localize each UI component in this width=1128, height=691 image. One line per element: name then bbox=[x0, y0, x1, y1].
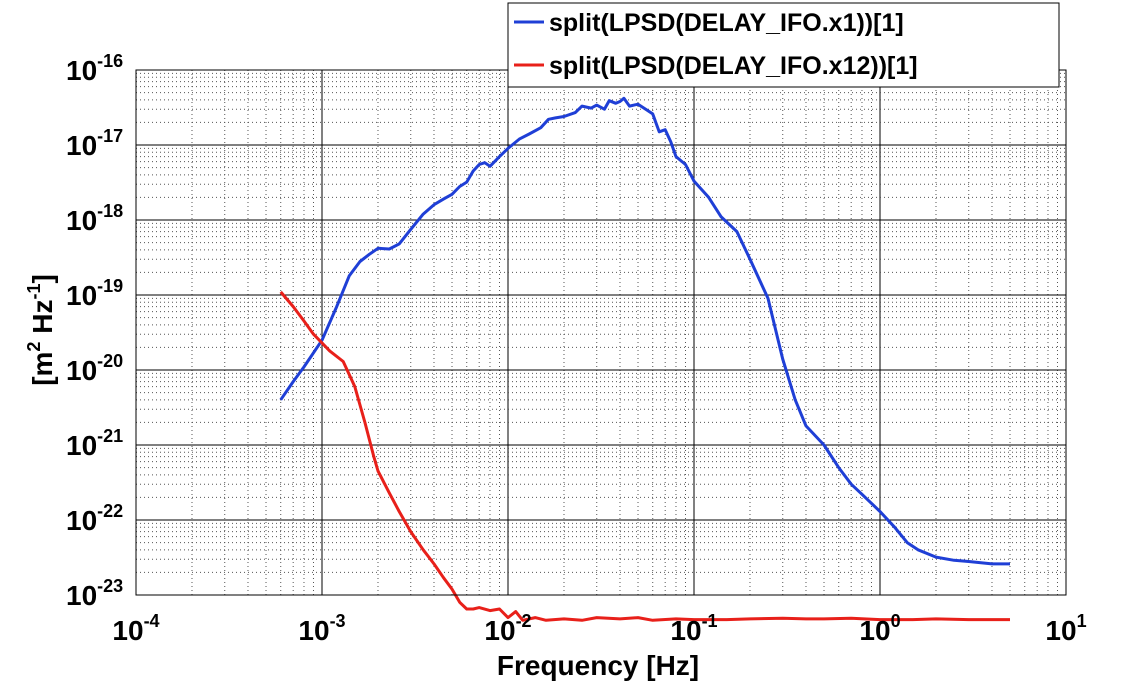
x-tick-label: 10-1 bbox=[670, 611, 717, 646]
legend-entry-x12: split(LPSD(DELAY_IFO.x12))[1] bbox=[549, 52, 918, 80]
x-axis-label: Frequency [Hz] bbox=[497, 650, 699, 681]
x-tick-labels: 10-4 10-3 10-2 10-1 100 101 bbox=[112, 611, 1086, 646]
x-tick-label: 10-2 bbox=[484, 611, 531, 646]
y-tick-label: 10-17 bbox=[66, 126, 123, 161]
y-tick-label: 10-19 bbox=[66, 276, 123, 311]
y-tick-label: 10-21 bbox=[66, 426, 123, 461]
y-tick-labels: 10-23 10-22 10-21 10-20 10-19 10-18 10-17 10-16 bbox=[66, 51, 123, 611]
legend: split(LPSD(DELAY_IFO.x1))[1] split(LPSD(… bbox=[507, 2, 1060, 88]
y-tick-label: 10-16 bbox=[66, 51, 123, 86]
y-tick-label: 10-18 bbox=[66, 201, 123, 236]
y-tick-label: 10-22 bbox=[66, 501, 123, 536]
y-tick-label: 10-20 bbox=[66, 351, 123, 386]
y-tick-label: 10-23 bbox=[66, 576, 123, 611]
x-tick-label: 10-3 bbox=[298, 611, 345, 646]
x-tick-label: 100 bbox=[859, 611, 900, 646]
legend-box bbox=[507, 2, 1060, 88]
y-axis-label: [m2 Hz-1] bbox=[24, 274, 58, 386]
x-tick-label: 10-4 bbox=[112, 611, 159, 646]
x-tick-label: 101 bbox=[1045, 611, 1086, 646]
series-layer bbox=[279, 96, 1010, 622]
series-line-0 bbox=[279, 96, 1010, 566]
legend-entry-x1: split(LPSD(DELAY_IFO.x1))[1] bbox=[549, 9, 904, 37]
series-line-1 bbox=[279, 290, 1010, 622]
plot-area bbox=[136, 70, 1066, 595]
